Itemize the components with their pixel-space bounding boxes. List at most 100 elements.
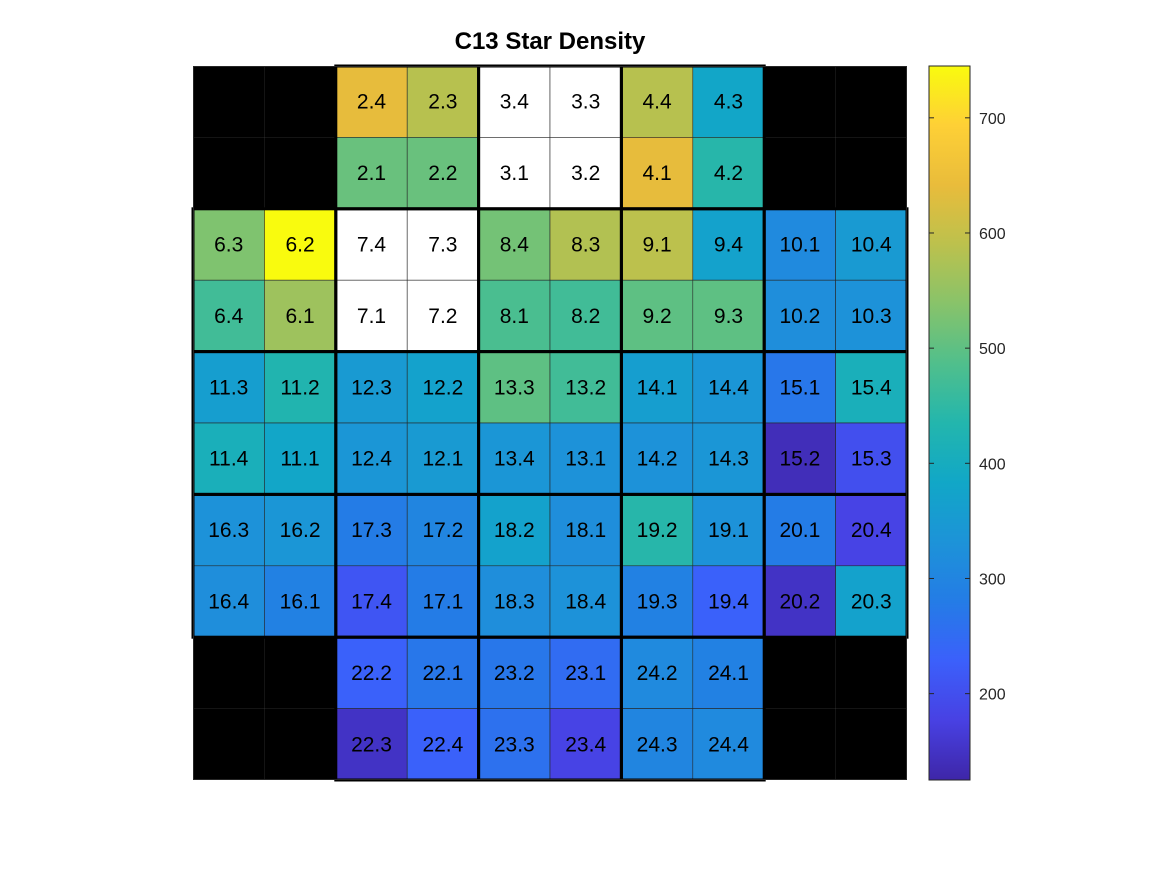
heatmap-cell bbox=[406, 494, 479, 567]
empty-cell bbox=[835, 708, 907, 780]
heatmap-cell bbox=[549, 351, 622, 424]
heatmap-cell bbox=[406, 636, 479, 709]
heatmap-cell bbox=[692, 279, 765, 352]
cell-label: 14.1 bbox=[637, 376, 678, 399]
colorbar-tick-label: 400 bbox=[979, 456, 1006, 473]
heatmap-cell bbox=[478, 65, 551, 138]
cell-label: 10.2 bbox=[779, 305, 820, 328]
heatmap-cell bbox=[192, 565, 265, 638]
cell-label: 8.1 bbox=[500, 305, 529, 328]
colorbar-ticks: 200 300 400 500 600 700 bbox=[929, 111, 1006, 704]
heatmap-cell bbox=[549, 422, 622, 495]
heatmap-cell bbox=[335, 279, 408, 352]
heatmap-cell bbox=[264, 279, 337, 352]
plot-frame bbox=[193, 66, 907, 780]
cell-label: 12.1 bbox=[422, 448, 463, 471]
cell-label: 7.3 bbox=[428, 234, 457, 257]
cell-label: 22.3 bbox=[351, 733, 392, 756]
cell-label: 6.1 bbox=[285, 305, 314, 328]
cell-label: 13.2 bbox=[565, 376, 606, 399]
cell-label: 24.4 bbox=[708, 733, 749, 756]
cell-label: 15.2 bbox=[779, 448, 820, 471]
cell-label: 20.3 bbox=[851, 591, 892, 614]
heatmap-cell bbox=[264, 494, 337, 567]
cell-label: 24.2 bbox=[637, 662, 678, 685]
cell-label: 10.4 bbox=[851, 234, 892, 257]
empty-cell bbox=[193, 637, 265, 709]
heatmap-cell bbox=[621, 208, 694, 281]
heatmap-cell bbox=[549, 708, 622, 781]
cell-label: 4.1 bbox=[642, 162, 671, 185]
cell-label: 17.3 bbox=[351, 519, 392, 542]
cell-label: 16.4 bbox=[208, 591, 249, 614]
heatmap-cell bbox=[406, 137, 479, 210]
empty-cell bbox=[764, 708, 836, 780]
cell-label: 12.2 bbox=[422, 376, 463, 399]
heatmap-cell bbox=[335, 208, 408, 281]
colorbar-tick-label: 700 bbox=[979, 111, 1006, 128]
heatmap-cell bbox=[549, 494, 622, 567]
chart-title: C13 Star Density bbox=[454, 28, 646, 55]
cell-label: 9.4 bbox=[714, 234, 744, 257]
cell-label: 12.4 bbox=[351, 448, 392, 471]
cell-label: 17.4 bbox=[351, 591, 392, 614]
cell-label: 23.1 bbox=[565, 662, 606, 685]
cell-label: 10.1 bbox=[779, 234, 820, 257]
cell-label: 9.3 bbox=[714, 305, 743, 328]
cell-label: 18.2 bbox=[494, 519, 535, 542]
empty-cell bbox=[835, 137, 907, 209]
cell-label: 15.3 bbox=[851, 448, 892, 471]
empty-cell bbox=[764, 137, 836, 209]
heatmap-cell bbox=[549, 636, 622, 709]
heatmap-cell bbox=[192, 279, 265, 352]
heatmap-cell bbox=[763, 279, 836, 352]
cell-label: 3.1 bbox=[500, 162, 529, 185]
empty-cell bbox=[264, 708, 336, 780]
cell-label: 10.3 bbox=[851, 305, 892, 328]
empty-cell bbox=[764, 637, 836, 709]
heatmap-cell bbox=[549, 565, 622, 638]
heatmap-cell bbox=[763, 351, 836, 424]
heatmap-cell bbox=[549, 65, 622, 138]
cell-label: 20.1 bbox=[779, 519, 820, 542]
cell-label: 8.4 bbox=[500, 234, 530, 257]
colorbar-tick-label: 200 bbox=[979, 687, 1006, 704]
heatmap-cell bbox=[335, 351, 408, 424]
cell-label: 8.2 bbox=[571, 305, 600, 328]
heatmap-cell bbox=[264, 208, 337, 281]
cell-label: 22.1 bbox=[422, 662, 463, 685]
heatmap-cell bbox=[192, 494, 265, 567]
colorbar-tick-label: 500 bbox=[979, 341, 1006, 358]
cell-label: 16.3 bbox=[208, 519, 249, 542]
heatmap-cell bbox=[835, 494, 908, 567]
empty-cell bbox=[835, 66, 907, 138]
cell-label: 6.4 bbox=[214, 305, 244, 328]
heatmap-cell bbox=[192, 351, 265, 424]
cell-label: 23.2 bbox=[494, 662, 535, 685]
cell-label: 11.1 bbox=[280, 448, 319, 471]
heatmap-cell bbox=[621, 422, 694, 495]
heatmap-cells: 2.4 2.3 3.4 3.3 4.4 4.3 2.1 2.2 3.1 3.2 4.1 4.2 6.3 6… bbox=[192, 65, 908, 781]
heatmap-cell bbox=[478, 636, 551, 709]
cell-label: 19.2 bbox=[637, 519, 678, 542]
heatmap-cell bbox=[621, 279, 694, 352]
cell-label: 12.3 bbox=[351, 376, 392, 399]
cell-label: 3.2 bbox=[571, 162, 600, 185]
heatmap-cell bbox=[692, 494, 765, 567]
cell-label: 20.2 bbox=[779, 591, 820, 614]
cell-label: 18.4 bbox=[565, 591, 606, 614]
cell-label: 19.1 bbox=[708, 519, 749, 542]
cell-label: 11.3 bbox=[209, 376, 248, 399]
empty-cell bbox=[193, 708, 265, 780]
heatmap-cell bbox=[406, 208, 479, 281]
heatmap-cell bbox=[335, 565, 408, 638]
cell-label: 8.3 bbox=[571, 234, 600, 257]
heatmap-cell bbox=[335, 494, 408, 567]
heatmap-cell bbox=[763, 422, 836, 495]
colorbar-tick-label: 300 bbox=[979, 571, 1006, 588]
heatmap-cell bbox=[192, 208, 265, 281]
cell-label: 4.4 bbox=[642, 91, 672, 114]
heatmap-cell bbox=[406, 422, 479, 495]
heatmap-cell bbox=[549, 137, 622, 210]
cell-label: 18.3 bbox=[494, 591, 535, 614]
